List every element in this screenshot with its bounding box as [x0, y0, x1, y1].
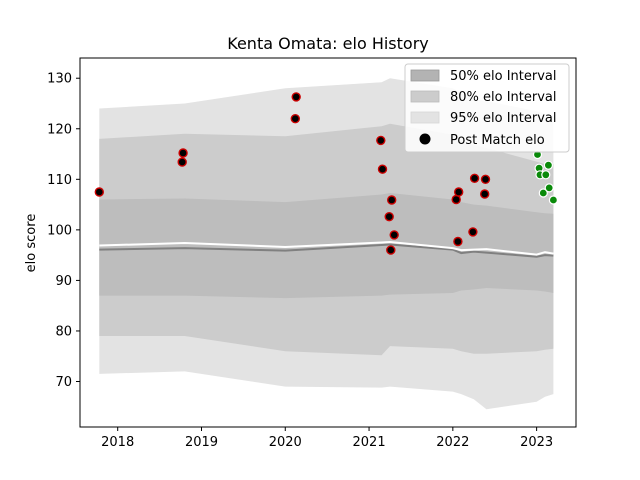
post-match-point	[469, 173, 480, 184]
legend-marker-post-match	[419, 133, 431, 145]
y-tick-label: 120	[47, 122, 72, 137]
axis-ticks: 2018 2019 2020 2021 2022 2023 70 80 90 100 110 120 1…	[47, 72, 553, 450]
legend-box	[404, 63, 570, 153]
y-tick-label: 110	[47, 173, 72, 188]
legend-label-post-match: Post Match elo	[450, 133, 545, 148]
legend-label-80: 80% elo Interval	[450, 90, 557, 105]
chart-title: Kenta Omata: elo History	[227, 34, 428, 53]
y-tick-label: 80	[55, 324, 72, 339]
x-tick-label: 2023	[520, 435, 553, 450]
post-match-point	[451, 194, 461, 205]
post-match-point	[454, 187, 464, 197]
post-match-point	[291, 92, 301, 102]
y-tick-label: 130	[47, 72, 72, 87]
mean-line	[99, 240, 554, 256]
post-match-point	[384, 211, 394, 222]
plot-area	[94, 78, 559, 410]
y-tick-label: 70	[55, 375, 72, 390]
post-match-point	[386, 245, 396, 255]
median-line	[99, 243, 554, 258]
post-match-point	[290, 113, 300, 124]
post-match-point	[376, 135, 386, 146]
y-tick-label: 90	[55, 274, 72, 289]
y-axis-label: elo score	[24, 214, 39, 273]
post-match-point	[480, 174, 491, 185]
post-match-point	[94, 187, 105, 197]
legend-label-50: 50% elo Interval	[450, 69, 557, 84]
x-tick-label: 2021	[353, 435, 386, 450]
post-match-point	[453, 236, 463, 247]
legend-label-95: 95% elo Interval	[450, 111, 557, 126]
x-tick-label: 2018	[101, 435, 134, 450]
post-match-point	[480, 189, 490, 199]
post-match-point	[389, 230, 399, 240]
axes-frame	[79, 57, 577, 428]
post-match-point	[387, 195, 397, 205]
legend-swatch-95	[410, 111, 440, 124]
post-match-point-recent	[541, 170, 551, 180]
post-match-point	[177, 157, 187, 167]
legend-swatch-50	[410, 69, 440, 82]
post-match-point-recent	[548, 195, 559, 205]
x-tick-label: 2019	[185, 435, 218, 450]
x-tick-label: 2022	[436, 435, 469, 450]
x-tick-label: 2020	[269, 435, 302, 450]
post-match-point	[377, 164, 388, 174]
post-match-point-recent	[543, 160, 554, 170]
y-tick-label: 100	[47, 223, 72, 238]
post-match-point-recent	[544, 183, 554, 193]
post-match-point	[178, 148, 188, 158]
legend: 50% elo Interval 80% elo Interval 95% el…	[404, 63, 570, 153]
post-match-point-recent	[538, 188, 548, 198]
post-match-point	[468, 227, 478, 237]
legend-swatch-80	[410, 90, 440, 103]
